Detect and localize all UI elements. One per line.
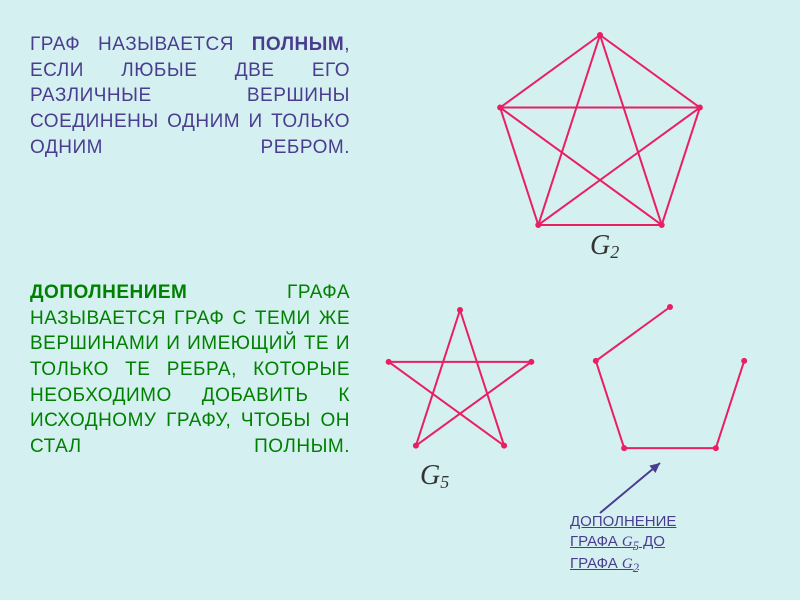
definition-graph-complement: ДОПОЛНЕНИЕМ ГРАФА НАЗЫВАЕТСЯ ГРАФ С ТЕМИ… — [30, 280, 350, 459]
arrow-icon — [590, 458, 680, 518]
graph-k5 — [450, 15, 750, 255]
graph-label-g5: G5 — [420, 460, 449, 493]
definition-complete-graph: ГРАФ НАЗЫВАЕТСЯ ПОЛНЫМ, ЕСЛИ ЛЮБЫЕ ДВЕ Е… — [30, 32, 350, 160]
graph-pentagon-complement — [570, 290, 770, 470]
complement-caption[interactable]: ДОПОЛНЕНИЕГРАФА G5 ДОГРАФА G2 — [570, 512, 676, 576]
graph-label-g2: G2 — [590, 230, 619, 263]
graph-star — [370, 290, 550, 470]
